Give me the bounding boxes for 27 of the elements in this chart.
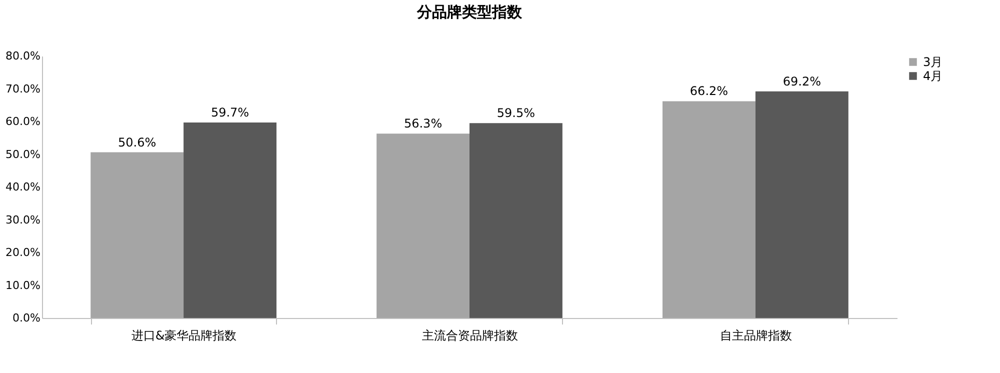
data-label: 50.6% [118, 135, 156, 150]
chart-title: 分品牌类型指数 [416, 3, 523, 21]
legend-label: 3月 [923, 55, 943, 69]
x-tick-label: 进口&豪华品牌指数 [131, 328, 237, 342]
bar [470, 123, 562, 318]
x-tick-label: 主流合资品牌指数 [422, 328, 518, 342]
data-label: 69.2% [782, 74, 821, 88]
bar [90, 152, 184, 318]
data-label: 56.3% [404, 116, 442, 131]
bar [184, 122, 276, 318]
data-label: 66.2% [690, 84, 728, 98]
bar [755, 91, 848, 318]
x-tick-label: 自主品牌指数 [720, 328, 792, 342]
y-tick-label: 40.0% [6, 180, 40, 194]
y-tick-label: 20.0% [6, 246, 40, 259]
y-tick-label: 0.0% [12, 312, 40, 324]
y-tick-label: 80.0% [6, 50, 40, 62]
y-tick-label: 30.0% [6, 213, 40, 226]
y-tick-label: 60.0% [6, 115, 40, 128]
legend-label: 4月 [923, 69, 943, 83]
y-tick-label: 70.0% [6, 82, 40, 96]
bar [376, 134, 470, 318]
y-tick-label: 50.0% [6, 148, 40, 161]
data-label: 59.7% [210, 105, 250, 120]
y-tick-label: 10.0% [6, 278, 40, 292]
bar [662, 101, 756, 318]
data-label: 59.5% [496, 106, 536, 120]
